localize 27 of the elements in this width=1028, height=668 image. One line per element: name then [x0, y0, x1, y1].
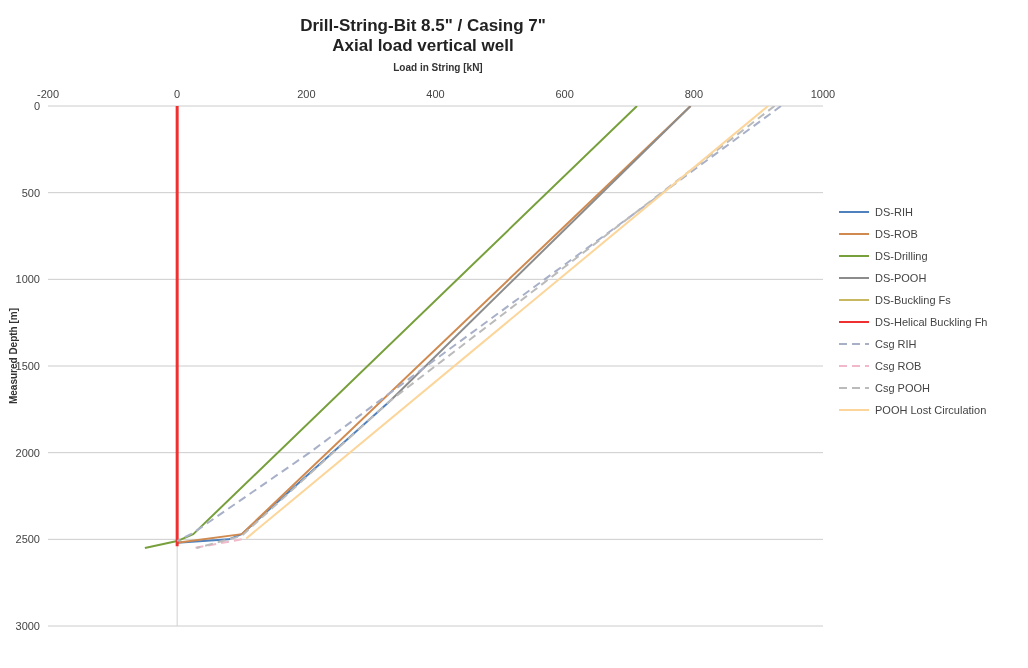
legend-label: Csg ROB	[875, 360, 922, 372]
x-tick-label: 1000	[810, 88, 836, 100]
legend-label: Csg RIH	[875, 338, 917, 350]
y-tick-label: 2500	[15, 533, 40, 546]
x-axis-title: Load in String [kN]	[392, 62, 484, 73]
y-tick-label: 3000	[15, 619, 40, 632]
x-tick-label: 400	[426, 88, 445, 100]
legend-label: DS-Drilling	[875, 250, 928, 262]
legend-label: DS-RIH	[875, 206, 913, 218]
legend-label: DS-Helical Buckling Fh	[875, 316, 988, 328]
chart-title: Drill-String-Bit 8.5" / Casing 7"	[299, 16, 547, 36]
x-tick-label: 600	[555, 88, 574, 100]
y-tick-label: 1000	[15, 273, 40, 286]
legend-label: Csg POOH	[875, 382, 931, 394]
x-tick-label: 0	[174, 88, 181, 100]
x-tick-label: 800	[684, 88, 704, 100]
line-series	[143, 106, 638, 549]
y-tick-label: 0	[33, 99, 40, 112]
x-tick-label: -200	[36, 88, 60, 100]
x-tick-label: 200	[297, 88, 316, 100]
legend-label: DS-ROB	[875, 228, 918, 240]
y-tick-label: 2000	[15, 446, 40, 459]
legend-label: DS-POOH	[875, 272, 927, 284]
chart-subtitle: Axial load vertical well	[331, 36, 515, 56]
legend-label: POOH Lost Circulation	[875, 404, 987, 416]
legend-label: DS-Buckling Fs	[875, 294, 951, 306]
y-tick-label: 500	[21, 186, 40, 199]
